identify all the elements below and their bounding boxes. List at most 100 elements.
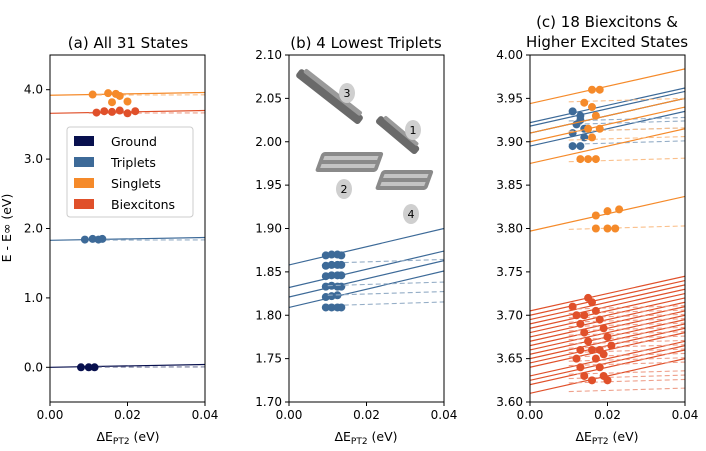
data-point-biexcitons (576, 345, 585, 354)
fit-line-biexcitons (530, 288, 685, 325)
data-point-biexcitons (131, 107, 140, 116)
ref-line-triplet-1 (327, 301, 444, 307)
data-point-triplet-1 (327, 303, 336, 312)
fit-line-biexcitons (530, 345, 685, 381)
data-point-triplet-1 (337, 303, 346, 312)
fit-line-triplets (530, 90, 685, 127)
panel-c-ytick-label: 3.60 (496, 395, 523, 409)
data-point-biexcitons (591, 354, 600, 363)
data-point-singlets (580, 98, 589, 107)
inset-label-1: 1 (410, 124, 417, 137)
molecule-inset: 3 1 2 4 (296, 68, 434, 224)
panel-b-xtick-label: 0.04 (431, 408, 458, 422)
data-point-triplet-4 (337, 260, 346, 269)
data-point-biexcitons (603, 376, 612, 385)
data-point-biexcitons (584, 337, 593, 346)
inset-label-4: 4 (408, 208, 415, 221)
ref-line-biexcitons (568, 313, 685, 319)
ref-line-biexcitons (568, 370, 685, 375)
panel-c-xtick-label: 0.02 (594, 408, 621, 422)
data-point-biexcitons (108, 107, 116, 116)
panel-b-ytick-label: 1.90 (255, 222, 282, 236)
panel-a-xtick-label: 0.04 (192, 408, 219, 422)
panel-b-title: (b) 4 Lowest Triplets (290, 34, 442, 52)
data-point-singlets (584, 124, 593, 133)
data-point-singlets (591, 155, 600, 164)
fit-line-triplet-3 (289, 250, 444, 289)
data-point-triplets (80, 235, 89, 244)
panel-c-ytick-label: 3.95 (496, 91, 523, 105)
legend-swatch-triplets (74, 157, 94, 167)
inset-label-3: 3 (344, 87, 351, 100)
panel-a-title: (a) All 31 States (68, 34, 189, 52)
fit-line-biexcitons (530, 340, 685, 377)
data-point-singlets (595, 85, 604, 94)
legend-label-ground: Ground (111, 134, 157, 149)
panel-b-ytick-label: 1.70 (255, 395, 282, 409)
panel-b-ytick-label: 2.00 (255, 135, 282, 149)
panel-a-ytick-label: 1.0 (24, 291, 43, 305)
panel-b-ytick-label: 2.10 (255, 48, 282, 62)
data-point-triplets (576, 142, 585, 151)
ref-line-singlets (568, 225, 685, 230)
panel-c-ytick-label: 3.75 (496, 265, 523, 279)
data-point-biexcitons (572, 354, 581, 363)
data-point-singlets (123, 97, 132, 106)
fit-line-ground (50, 363, 205, 368)
data-point-singlets (115, 91, 124, 100)
data-point-biexcitons (580, 328, 589, 337)
data-point-biexcitons (591, 306, 600, 315)
data-point-singlets (104, 89, 113, 98)
panel-c-ytick-label: 3.70 (496, 308, 523, 322)
data-point-triplet-3 (327, 271, 336, 280)
panel-c-title-line2: Higher Excited States (526, 33, 688, 51)
ref-line-biexcitons (568, 331, 685, 336)
fit-line-singlets (530, 128, 685, 165)
molecule-2-illustration (315, 152, 384, 172)
data-point-singlets (591, 211, 600, 220)
data-point-biexcitons (595, 315, 604, 324)
ref-line-triplet-2 (327, 291, 444, 296)
ref-line-singlets (568, 97, 685, 103)
panel-c-ticks: 0.00 0.02 0.04 3.60 3.65 3.70 3.75 3.80 3.85 3.90… (496, 48, 698, 422)
fit-line-triplets (530, 87, 685, 124)
data-point-triplet-3 (337, 271, 346, 280)
data-point-biexcitons (576, 319, 585, 328)
legend-label-singlets: Singlets (111, 176, 161, 191)
ref-line-biexcitons (568, 387, 685, 393)
data-point-biexcitons (588, 345, 596, 354)
fit-line-triplet-4 (289, 227, 444, 266)
data-point-biexcitons (100, 107, 109, 116)
legend-box (66, 126, 194, 218)
panel-c-title: (c) 18 Biexcitons & (536, 13, 678, 31)
data-point-triplet-4 (327, 250, 336, 259)
data-point-singlets (591, 224, 600, 233)
inset-label-2: 2 (341, 183, 348, 196)
panel-c-xtick-label: 0.04 (672, 408, 699, 422)
fit-line-singlets (530, 97, 685, 134)
data-point-singlets (595, 124, 604, 133)
panel-a-xtick-label: 0.02 (114, 408, 141, 422)
fit-line-triplets (50, 236, 205, 241)
data-point-biexcitons (580, 371, 589, 380)
fit-line-singlets (530, 106, 685, 143)
data-point-singlets (611, 224, 620, 233)
legend-label-biexcitons: Biexcitons (111, 197, 175, 212)
ref-line-biexcitons (568, 309, 685, 315)
panel-c-ytick-label: 3.80 (496, 222, 523, 236)
fit-line-biexcitons (530, 301, 685, 338)
panel-c-xtick-label: 0.00 (517, 408, 544, 422)
fit-line-biexcitons (530, 279, 685, 316)
panel-b-ytick-label: 1.85 (255, 265, 282, 279)
panel-a-ytick-label: 0.0 (24, 360, 43, 374)
legend-label-triplets: Triplets (110, 155, 156, 170)
data-point-triplets (568, 142, 577, 151)
data-point-triplets (580, 133, 589, 142)
data-point-ground (84, 363, 93, 372)
fit-line-biexcitons (530, 292, 685, 329)
molecule-3-illustration (296, 68, 363, 124)
fit-line-singlets (50, 91, 205, 96)
panel-c-xlabel: ΔEPT2 (eV) (575, 429, 638, 447)
data-point-singlets (603, 224, 612, 233)
panel-a-ticks: 0.00 0.02 0.04 0.0 1.0 2.0 3.0 4.0 (24, 83, 218, 422)
